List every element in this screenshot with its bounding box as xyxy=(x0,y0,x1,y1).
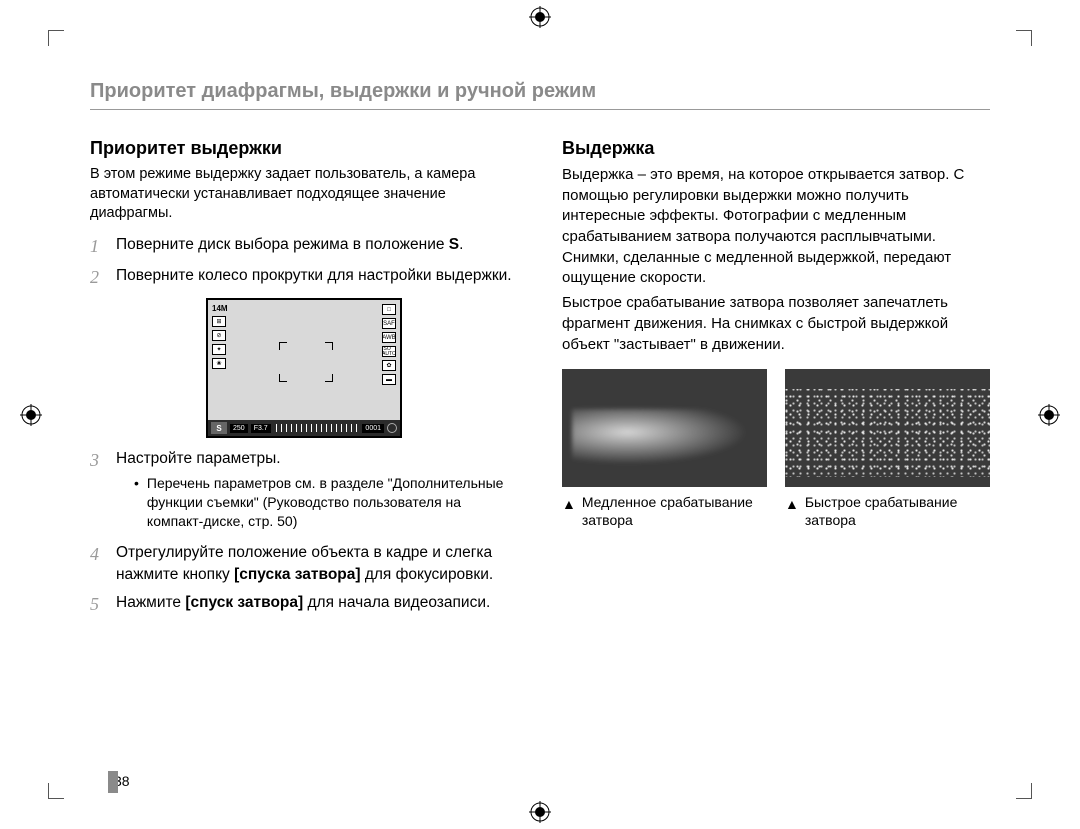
page-title: Приоритет диафрагмы, выдержки и ручной р… xyxy=(90,80,990,110)
caption-text: Быстрое срабатывание затвора xyxy=(805,493,990,529)
lcd-right-icons: □ SAF AWB ISOAUTO ✿ ▬ xyxy=(382,304,396,385)
lcd-left-icons: 14M ⊞ ⊘ ✦ ❀ xyxy=(212,304,228,369)
step-number: 2 xyxy=(90,265,106,290)
drive-icon: □ xyxy=(382,304,396,315)
step-2: 2 Поверните колесо прокрутки для настрой… xyxy=(90,265,518,290)
crop-mark xyxy=(1016,30,1032,46)
lcd-aperture-value: F3.7 xyxy=(251,424,271,433)
right-column: Выдержка Выдержка – это время, на которо… xyxy=(562,138,990,623)
step-body: Поверните диск выбора режима в положение… xyxy=(116,234,518,259)
step-5: 5 Нажмите [спуск затвора] для начала вид… xyxy=(90,592,518,617)
step-sub-bullet: • Перечень параметров см. в разделе "Доп… xyxy=(134,474,518,531)
iso-icon: ISOAUTO xyxy=(382,346,396,357)
af-mode-icon: SAF xyxy=(382,318,396,329)
step-number: 4 xyxy=(90,542,106,585)
macro-icon: ❀ xyxy=(212,358,226,369)
crop-mark xyxy=(1016,783,1032,799)
photo-fast-item: ▲ Быстрое срабатывание затвора xyxy=(785,369,990,529)
step-body: Настройте параметры. • Перечень параметр… xyxy=(116,448,518,536)
step-text: . xyxy=(459,236,463,253)
crop-mark xyxy=(48,783,64,799)
right-para-2: Быстрое срабатывание затвора позволяет з… xyxy=(562,293,990,355)
step-number: 1 xyxy=(90,234,106,259)
step-body: Отрегулируйте положение объекта в кадре … xyxy=(116,542,518,585)
registration-mark-right xyxy=(1038,404,1060,426)
camera-lcd-preview: 14M ⊞ ⊘ ✦ ❀ □ SAF AWB ISOAUTO ✿ ▬ xyxy=(206,298,402,438)
lcd-storage-icon xyxy=(387,423,397,433)
step-bold: [спуск затвора] xyxy=(185,594,303,611)
step-body: Поверните колесо прокрутки для настройки… xyxy=(116,265,518,290)
step-bold: [спуска затвора] xyxy=(234,566,360,583)
photo-slow-shutter xyxy=(562,369,767,487)
step-body: Нажмите [спуск затвора] для начала видео… xyxy=(116,592,518,617)
registration-mark-top xyxy=(529,6,551,28)
page-tab-marker xyxy=(108,771,118,793)
step-text: Настройте параметры. xyxy=(116,450,281,467)
lcd-ev-scale xyxy=(276,424,358,432)
timer-icon: ✦ xyxy=(212,344,226,355)
lcd-mode-indicator: S xyxy=(211,422,227,434)
registration-mark-bottom xyxy=(529,801,551,823)
page-content: Приоритет диафрагмы, выдержки и ручной р… xyxy=(90,80,990,789)
steps-list-cont: 3 Настройте параметры. • Перечень параме… xyxy=(90,448,518,617)
caption-text: Медленное срабатывание затвора xyxy=(582,493,767,529)
step-4: 4 Отрегулируйте положение объекта в кадр… xyxy=(90,542,518,585)
photo-style-icon: ✿ xyxy=(382,360,396,371)
photo-fast-shutter xyxy=(785,369,990,487)
mode-letter: S xyxy=(449,236,459,253)
step-number: 5 xyxy=(90,592,106,617)
step-1: 1 Поверните диск выбора режима в положен… xyxy=(90,234,518,259)
registration-mark-left xyxy=(20,404,42,426)
battery-icon: ▬ xyxy=(382,374,396,385)
bullet-dot: • xyxy=(134,474,139,531)
caption-fast: ▲ Быстрое срабатывание затвора xyxy=(785,493,990,529)
lcd-shot-counter: 0001 xyxy=(362,424,384,433)
left-column: Приоритет выдержки В этом режиме выдержк… xyxy=(90,138,518,623)
columns: Приоритет выдержки В этом режиме выдержк… xyxy=(90,138,990,623)
lcd-resolution: 14M xyxy=(212,304,228,313)
steps-list: 1 Поверните диск выбора режима в положен… xyxy=(90,234,518,290)
flash-off-icon: ⊘ xyxy=(212,330,226,341)
photo-slow-item: ▲ Медленное срабатывание затвора xyxy=(562,369,767,529)
caption-slow: ▲ Медленное срабатывание затвора xyxy=(562,493,767,529)
metering-icon: ⊞ xyxy=(212,316,226,327)
step-3: 3 Настройте параметры. • Перечень параме… xyxy=(90,448,518,536)
triangle-icon: ▲ xyxy=(785,495,799,529)
right-heading: Выдержка xyxy=(562,138,990,159)
left-heading: Приоритет выдержки xyxy=(90,138,518,159)
example-photos: ▲ Медленное срабатывание затвора ▲ Быстр… xyxy=(562,369,990,529)
lcd-bottom-bar: S 250 F3.7 0001 xyxy=(208,420,400,436)
crop-mark xyxy=(48,30,64,46)
sub-text: Перечень параметров см. в разделе "Допол… xyxy=(147,474,518,531)
triangle-icon: ▲ xyxy=(562,495,576,529)
focus-brackets xyxy=(279,342,333,382)
step-text: для начала видеозаписи. xyxy=(303,594,490,611)
step-text: Нажмите xyxy=(116,594,185,611)
right-para-1: Выдержка – это время, на которое открыва… xyxy=(562,165,990,289)
left-intro: В этом режиме выдержку задает пользовате… xyxy=(90,165,518,224)
lcd-shutter-value: 250 xyxy=(230,424,248,433)
step-text: для фокусировки. xyxy=(361,566,494,583)
wb-icon: AWB xyxy=(382,332,396,343)
step-text: Поверните диск выбора режима в положение xyxy=(116,236,449,253)
step-number: 3 xyxy=(90,448,106,536)
